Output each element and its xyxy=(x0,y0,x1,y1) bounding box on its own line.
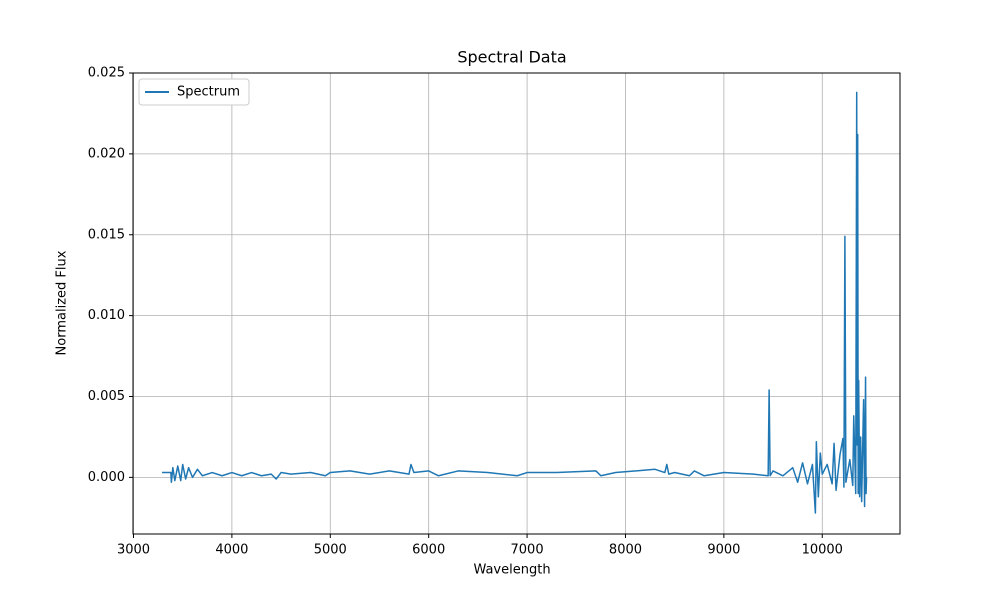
x-tick-label: 3000 xyxy=(117,543,150,558)
x-axis-label: Wavelength xyxy=(473,563,550,578)
x-tick-label: 7000 xyxy=(511,543,544,558)
chart-title: Spectral Data xyxy=(457,48,566,67)
legend-box xyxy=(138,78,250,106)
y-tick-label: 0.025 xyxy=(88,66,125,81)
x-tick-label: 4000 xyxy=(215,543,248,558)
legend-label: Spectrum xyxy=(177,85,240,100)
x-tick-label: 5000 xyxy=(314,543,347,558)
y-axis-label: Normalized Flux xyxy=(55,250,70,355)
x-tick-label: 8000 xyxy=(609,543,642,558)
y-tick-label: 0.015 xyxy=(88,227,125,242)
plot-frame xyxy=(132,72,901,535)
x-tick-label: 6000 xyxy=(412,543,445,558)
y-tick-label: 0.000 xyxy=(88,470,125,485)
y-tick-label: 0.010 xyxy=(88,308,125,323)
spectrum-line xyxy=(162,91,868,514)
y-tick-label: 0.005 xyxy=(88,389,125,404)
x-tick-label: 10000 xyxy=(802,543,843,558)
x-tick-label: 9000 xyxy=(707,543,740,558)
y-tick-label: 0.020 xyxy=(88,146,125,161)
